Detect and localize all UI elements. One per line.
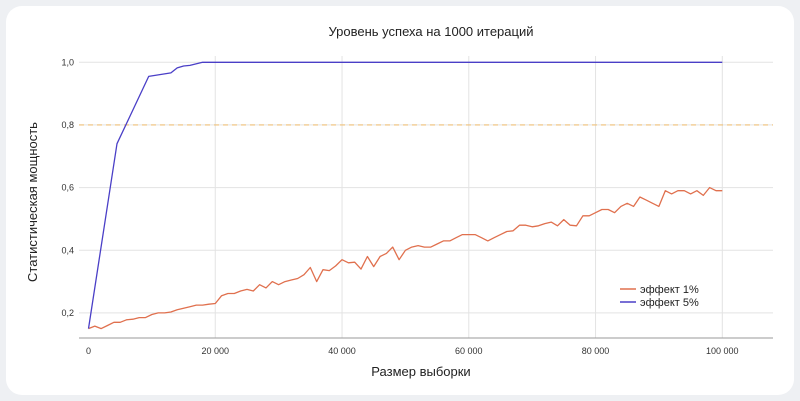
x-tick-label: 40 000 — [328, 346, 356, 356]
x-tick-label: 80 000 — [582, 346, 610, 356]
x-tick-label: 20 000 — [201, 346, 229, 356]
y-tick-label: 0,4 — [61, 245, 74, 255]
series-line-2 — [87, 61, 723, 329]
legend-label: эффект 1% — [640, 284, 699, 296]
legend-label: эффект 5% — [640, 297, 699, 309]
chart-card — [6, 6, 794, 395]
x-tick-label: 100 000 — [706, 346, 739, 356]
y-tick-label: 0,2 — [61, 308, 74, 318]
x-tick-label: 0 — [86, 346, 91, 356]
ticks-group: 0,2 0,4 0,6 0,8 1,0 0 20 000 40 000 60 000 80 000… — [61, 57, 738, 356]
legend: эффект 1%эффект 5% — [620, 284, 699, 309]
y-tick-label: 0,8 — [61, 120, 74, 130]
chart-title: Уровень успеха на 1000 итераций — [328, 24, 533, 39]
y-tick-label: 0,6 — [61, 183, 74, 193]
grid — [79, 56, 773, 339]
x-tick-label: 60 000 — [455, 346, 483, 356]
series-line-1 — [88, 186, 723, 330]
series-group — [87, 61, 723, 330]
x-axis-label: Размер выборки — [371, 364, 470, 379]
y-tick-label: 1,0 — [61, 57, 74, 67]
y-axis-label: Статистическая мощность — [25, 122, 40, 282]
